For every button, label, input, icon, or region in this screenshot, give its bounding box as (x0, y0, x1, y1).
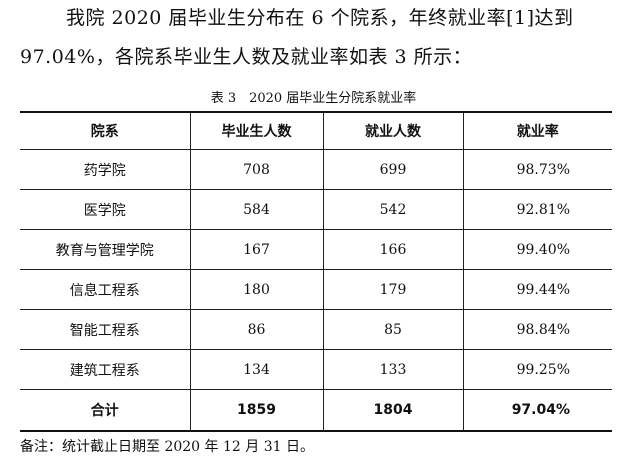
table-row: 医学院 584 542 92.81% (20, 189, 612, 230)
header-rate: 就业率 (462, 111, 612, 150)
cell-rate: 98.73% (462, 149, 612, 190)
cell-employed: 542 (322, 189, 464, 230)
cell-dept: 医学院 (20, 189, 191, 230)
cell-graduates: 134 (189, 349, 324, 390)
total-label: 合计 (20, 389, 191, 432)
table-row: 教育与管理学院 167 166 99.40% (20, 229, 612, 270)
paragraph-line-1: 我院 2020 届毕业生分布在 6 个院系，年终就业率[1]达到 (66, 7, 574, 29)
table-row: 智能工程系 86 85 98.84% (20, 309, 612, 350)
cell-rate: 99.40% (462, 229, 612, 270)
total-employed: 1804 (322, 389, 464, 432)
table-row: 信息工程系 180 179 99.44% (20, 269, 612, 310)
table-row: 药学院 708 699 98.73% (20, 149, 612, 190)
header-graduates: 毕业生人数 (189, 111, 324, 150)
employment-table: 院系 毕业生人数 就业人数 就业率 药学院 708 699 98.73% 医学院… (20, 111, 612, 432)
table-note: 备注：统计截止日期至 2020 年 12 月 31 日。 (20, 439, 314, 455)
cell-employed: 179 (322, 269, 464, 310)
cell-employed: 85 (322, 309, 464, 350)
cell-dept: 教育与管理学院 (20, 229, 191, 270)
header-employed: 就业人数 (322, 111, 464, 150)
cell-graduates: 167 (189, 229, 324, 270)
cell-dept: 智能工程系 (20, 309, 191, 350)
table-row: 建筑工程系 134 133 99.25% (20, 349, 612, 390)
cell-graduates: 86 (189, 309, 324, 350)
total-rate: 97.04% (462, 389, 612, 432)
cell-graduates: 584 (189, 189, 324, 230)
table-header-row: 院系 毕业生人数 就业人数 就业率 (20, 111, 612, 150)
cell-dept: 建筑工程系 (20, 349, 191, 390)
cell-employed: 699 (322, 149, 464, 190)
cell-graduates: 708 (189, 149, 324, 190)
table-caption: 表 3 2020 届毕业生分院系就业率 (210, 91, 417, 106)
cell-rate: 98.84% (462, 309, 612, 350)
cell-employed: 133 (322, 349, 464, 390)
cell-graduates: 180 (189, 269, 324, 310)
cell-rate: 92.81% (462, 189, 612, 230)
cell-dept: 药学院 (20, 149, 191, 190)
total-graduates: 1859 (189, 389, 324, 432)
cell-rate: 99.25% (462, 349, 612, 390)
cell-employed: 166 (322, 229, 464, 270)
paragraph-line-2: 97.04%，各院系毕业生人数及就业率如表 3 所示： (20, 46, 473, 68)
header-dept: 院系 (20, 111, 191, 150)
cell-rate: 99.44% (462, 269, 612, 310)
cell-dept: 信息工程系 (20, 269, 191, 310)
table-total-row: 合计 1859 1804 97.04% (20, 389, 612, 432)
